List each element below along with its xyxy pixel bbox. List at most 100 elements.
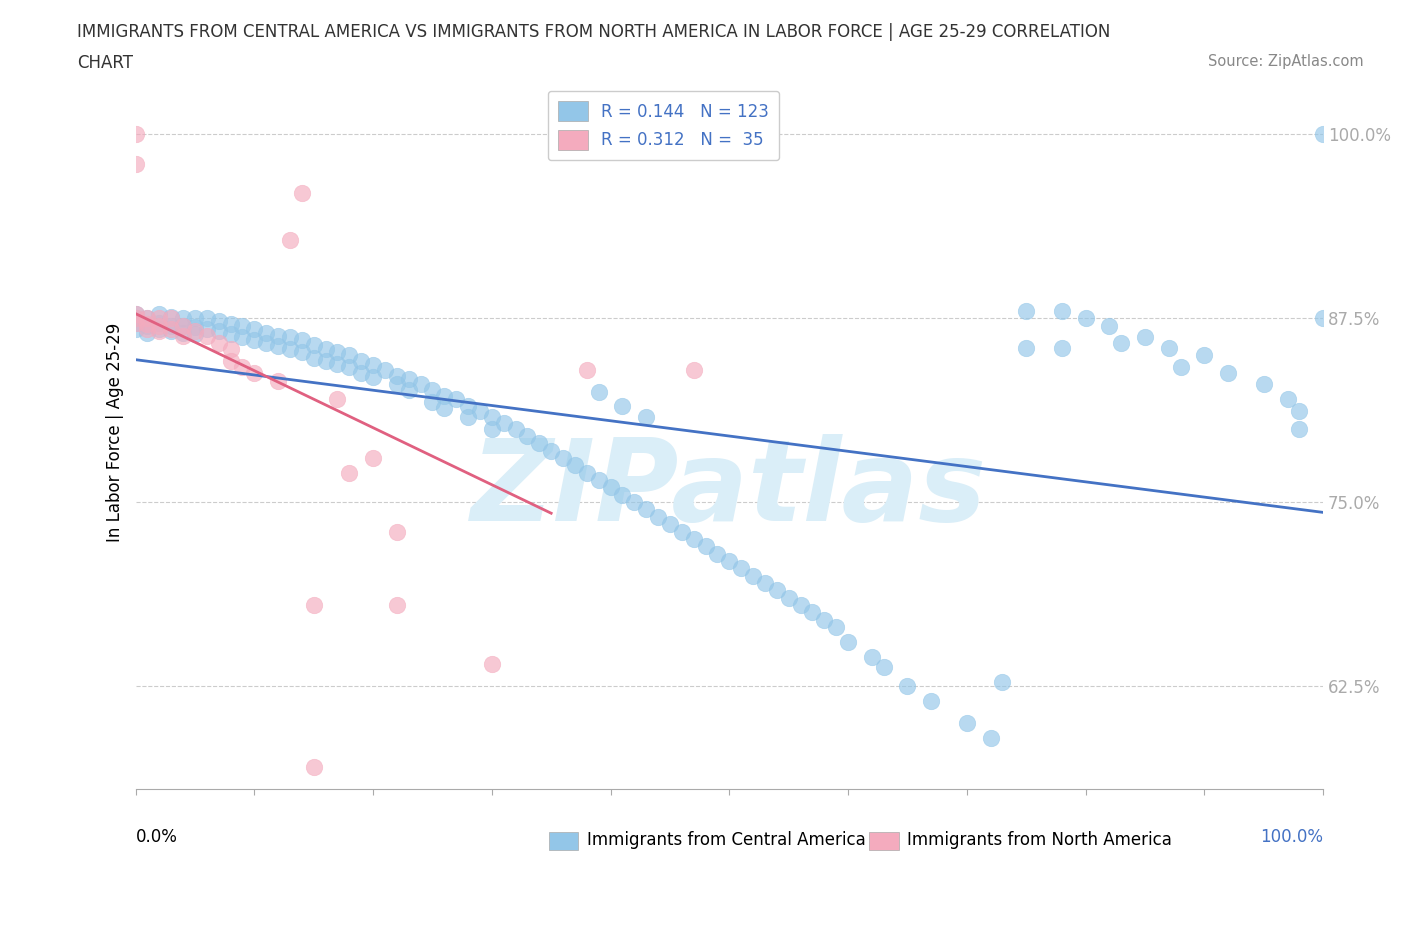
Point bbox=[184, 320, 207, 335]
Point bbox=[481, 421, 503, 436]
Point bbox=[172, 328, 194, 343]
Point bbox=[801, 605, 824, 620]
Point bbox=[160, 311, 183, 325]
Point bbox=[302, 338, 325, 352]
Point bbox=[148, 324, 170, 339]
Text: 0.0%: 0.0% bbox=[135, 829, 177, 846]
Point bbox=[837, 634, 859, 649]
Point bbox=[148, 321, 170, 336]
Point bbox=[231, 330, 253, 345]
Point bbox=[588, 472, 610, 487]
Point bbox=[1194, 348, 1216, 363]
Point bbox=[658, 517, 681, 532]
Point bbox=[315, 353, 337, 368]
Point bbox=[136, 316, 159, 331]
Point bbox=[385, 525, 408, 539]
Point bbox=[575, 465, 598, 480]
Point bbox=[254, 326, 277, 340]
Point bbox=[172, 311, 194, 325]
Point bbox=[551, 450, 574, 465]
Point bbox=[136, 318, 159, 333]
Point bbox=[516, 429, 538, 444]
Point bbox=[825, 619, 848, 634]
Point bbox=[337, 348, 360, 363]
Point bbox=[433, 389, 456, 404]
Point bbox=[695, 538, 717, 553]
Point bbox=[243, 365, 266, 380]
Point bbox=[278, 232, 301, 247]
Text: Immigrants from Central America: Immigrants from Central America bbox=[586, 831, 866, 849]
Point bbox=[1098, 318, 1121, 333]
Y-axis label: In Labor Force | Age 25-29: In Labor Force | Age 25-29 bbox=[107, 323, 124, 542]
Point bbox=[468, 404, 491, 418]
Point bbox=[385, 598, 408, 613]
Point bbox=[219, 341, 242, 356]
Point bbox=[195, 321, 218, 336]
Point bbox=[1074, 311, 1097, 325]
Point bbox=[789, 598, 811, 613]
Point bbox=[636, 502, 658, 517]
Point bbox=[1288, 421, 1310, 436]
Point bbox=[172, 318, 194, 333]
Point bbox=[337, 359, 360, 374]
Point bbox=[219, 316, 242, 331]
Point bbox=[1109, 336, 1132, 351]
Point bbox=[278, 341, 301, 356]
Point bbox=[1050, 303, 1073, 318]
Point bbox=[896, 679, 918, 694]
Text: CHART: CHART bbox=[77, 54, 134, 72]
Point bbox=[148, 318, 170, 333]
Point bbox=[575, 363, 598, 378]
Point bbox=[219, 327, 242, 342]
Point bbox=[124, 315, 146, 330]
Point bbox=[148, 311, 170, 325]
Point bbox=[172, 326, 194, 340]
Point bbox=[148, 306, 170, 321]
Point bbox=[148, 315, 170, 330]
Point bbox=[636, 409, 658, 424]
Text: 100.0%: 100.0% bbox=[1260, 829, 1323, 846]
Point bbox=[623, 495, 645, 510]
Point bbox=[742, 568, 765, 583]
Point bbox=[540, 444, 562, 458]
Point bbox=[124, 306, 146, 321]
Point bbox=[505, 421, 527, 436]
Point bbox=[136, 326, 159, 340]
Point bbox=[208, 336, 231, 351]
Point bbox=[160, 321, 183, 336]
Point bbox=[647, 510, 669, 525]
Point bbox=[599, 480, 621, 495]
Point bbox=[302, 351, 325, 365]
Point bbox=[754, 576, 776, 591]
Point bbox=[1157, 340, 1180, 355]
Point bbox=[529, 436, 551, 451]
Point bbox=[1312, 311, 1334, 325]
Point bbox=[278, 330, 301, 345]
Point bbox=[160, 324, 183, 339]
Point bbox=[1253, 377, 1275, 392]
Point bbox=[588, 384, 610, 399]
Point bbox=[612, 487, 634, 502]
Point bbox=[195, 311, 218, 325]
Text: Source: ZipAtlas.com: Source: ZipAtlas.com bbox=[1208, 54, 1364, 69]
Point bbox=[243, 333, 266, 348]
Point bbox=[208, 313, 231, 328]
Point bbox=[682, 363, 704, 378]
Point bbox=[991, 674, 1014, 689]
Point bbox=[612, 399, 634, 414]
Point bbox=[671, 525, 693, 539]
Point bbox=[267, 374, 290, 389]
Point bbox=[1312, 126, 1334, 141]
Point bbox=[1170, 359, 1192, 374]
Point bbox=[160, 318, 183, 333]
Point bbox=[337, 465, 360, 480]
Point bbox=[267, 339, 290, 353]
Point bbox=[184, 327, 207, 342]
Point bbox=[136, 311, 159, 325]
Point bbox=[326, 356, 349, 371]
Text: IMMIGRANTS FROM CENTRAL AMERICA VS IMMIGRANTS FROM NORTH AMERICA IN LABOR FORCE : IMMIGRANTS FROM CENTRAL AMERICA VS IMMIG… bbox=[77, 23, 1111, 41]
Point bbox=[1216, 365, 1239, 380]
Point bbox=[124, 315, 146, 330]
Point bbox=[136, 311, 159, 325]
Point bbox=[956, 715, 979, 730]
